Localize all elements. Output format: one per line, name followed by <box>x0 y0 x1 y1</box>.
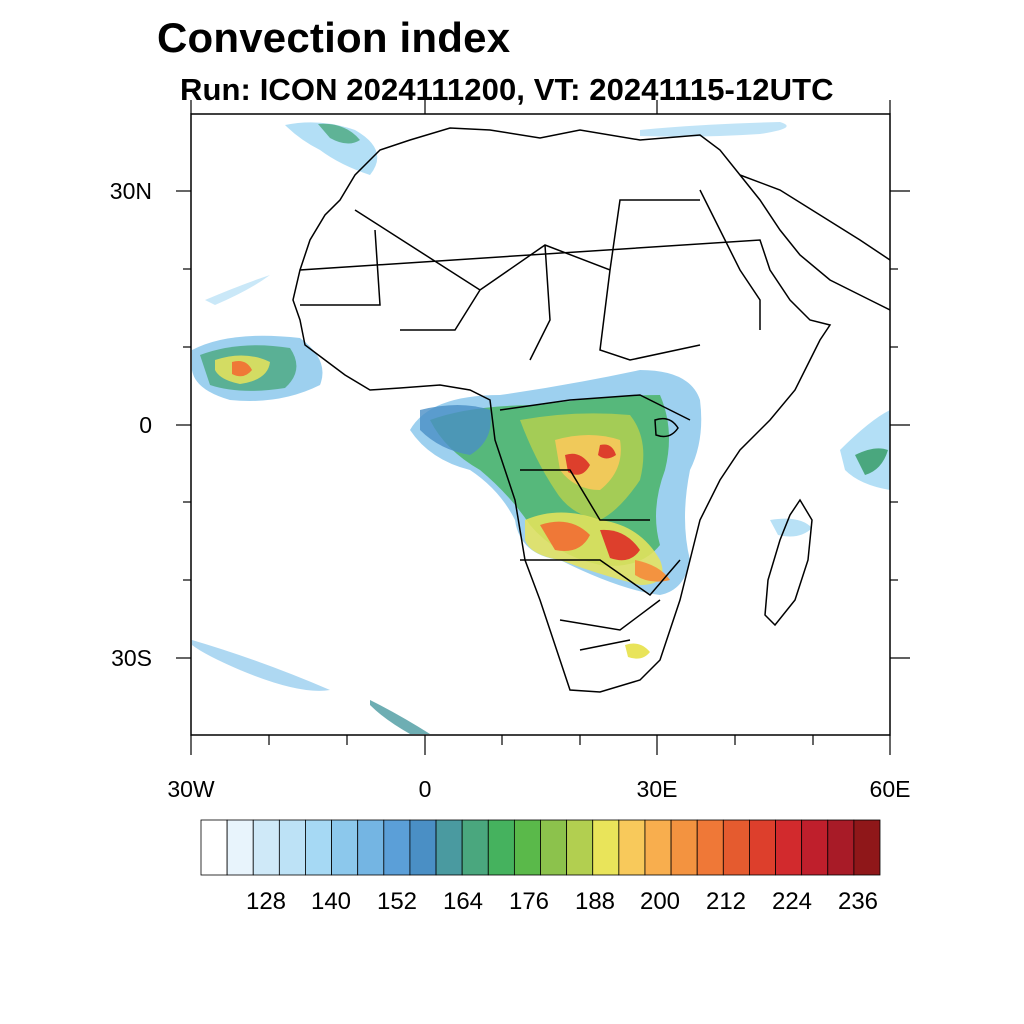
colorbar-box <box>461 819 489 876</box>
arabia-coast <box>739 174 890 261</box>
convection-blob <box>640 122 787 137</box>
colorbar-box <box>487 819 515 876</box>
lat-label-0: 0 <box>139 412 152 438</box>
colorbar-box <box>435 819 463 876</box>
convection-field <box>192 122 890 734</box>
colorbar-box <box>252 819 280 876</box>
colorbar-box <box>357 819 385 876</box>
colorbar-box <box>801 819 829 876</box>
colorbar-label: 200 <box>639 888 681 915</box>
convection-blob <box>625 643 650 659</box>
colorbar-box <box>566 819 594 876</box>
colorbar-box <box>749 819 776 876</box>
lon-label-30w: 30W <box>167 776 215 802</box>
madagascar-coastline <box>764 498 813 627</box>
colorbar-box <box>644 819 672 876</box>
colorbar-label: 176 <box>508 888 550 915</box>
convection-blob <box>600 529 640 561</box>
colorbar-label: 236 <box>837 888 879 915</box>
convection-blob <box>318 123 360 144</box>
lat-label-30s: 30S <box>111 645 152 671</box>
convection-blob <box>635 560 670 582</box>
convection-blob <box>192 640 330 691</box>
convection-blob <box>232 361 252 377</box>
axis-ticks <box>176 100 910 755</box>
convection-blob <box>370 700 430 734</box>
convection-blob <box>598 444 616 459</box>
coastlines <box>292 127 890 693</box>
colorbar-box <box>827 819 855 876</box>
colorbar-box <box>383 819 411 876</box>
map-subtitle: Run: ICON 2024111200, VT: 20241115-12UTC <box>180 72 834 107</box>
red-sea-coast <box>699 189 761 330</box>
colorbar-box <box>226 819 254 876</box>
colorbar-box <box>513 819 541 876</box>
convection-blob <box>855 448 888 475</box>
convection-blob <box>540 521 590 551</box>
colorbar-label: 224 <box>771 888 813 915</box>
lat-label-30n: 30N <box>110 178 152 204</box>
colorbar <box>200 819 881 876</box>
colorbar-box <box>305 819 332 876</box>
colorbar-label: 164 <box>442 888 484 915</box>
colorbar-label: 152 <box>376 888 418 915</box>
colorbar-box <box>618 819 646 876</box>
convection-blob <box>420 405 491 455</box>
convection-blob <box>565 453 590 475</box>
convection-blob <box>205 275 270 305</box>
colorbar-box <box>775 819 803 876</box>
map-title: Convection index <box>157 14 511 61</box>
colorbar-box <box>696 819 724 876</box>
lon-label-60e: 60E <box>870 776 911 802</box>
convection-blob <box>840 410 890 490</box>
lon-label-30e: 30E <box>637 776 678 802</box>
colorbar-box <box>670 819 698 876</box>
colorbar-label: 128 <box>245 888 287 915</box>
colorbar-box <box>331 819 359 876</box>
africa-coastline <box>292 127 890 693</box>
convection-blob <box>770 518 812 537</box>
lake-victoria <box>654 417 679 438</box>
colorbar-box <box>722 819 750 876</box>
colorbar-box <box>409 819 437 876</box>
colorbar-box <box>853 819 881 876</box>
border-lines <box>300 199 701 651</box>
colorbar-label: 212 <box>705 888 747 915</box>
colorbar-box <box>592 819 620 876</box>
colorbar-box <box>200 819 228 876</box>
colorbar-box <box>540 819 568 876</box>
colorbar-label: 140 <box>310 888 352 915</box>
colorbar-box <box>278 819 306 876</box>
colorbar-label: 188 <box>574 888 616 915</box>
lon-label-0: 0 <box>419 776 432 802</box>
